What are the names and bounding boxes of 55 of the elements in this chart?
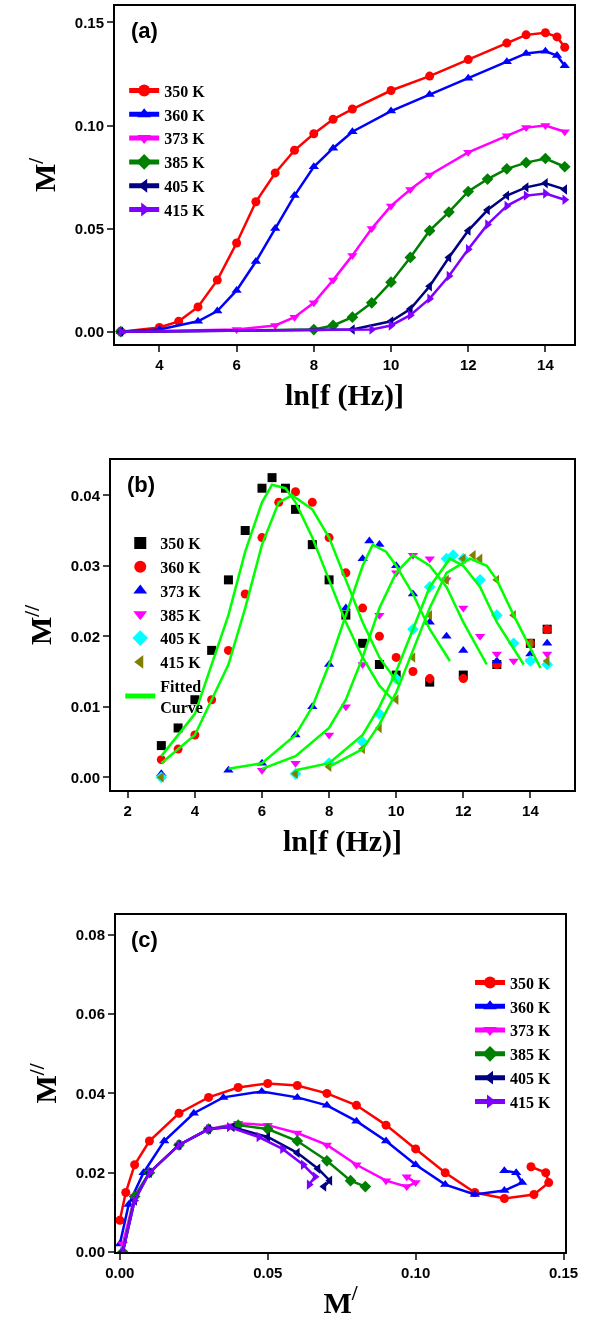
legend-label: 415 K	[510, 1093, 552, 1111]
legend-label: 405 K	[160, 630, 202, 648]
legend-label: 373 K	[164, 130, 206, 148]
x-tick-label: 8	[309, 356, 318, 373]
annotation: (c)	[131, 927, 158, 952]
y-tick-label: 0.00	[74, 322, 104, 340]
y-tick-label: 0.00	[75, 1243, 105, 1261]
annotation: (a)	[131, 18, 158, 43]
x-tick-label: 4	[190, 802, 200, 819]
x-tick-label: 10	[382, 356, 400, 373]
y-tick-label: 0.02	[70, 627, 100, 645]
legend-label: 405 K	[510, 1069, 552, 1087]
y-tick-label: 0.04	[70, 486, 101, 504]
legend-label: 415 K	[164, 201, 206, 219]
x-axis-title: ln[f (Hz)]	[284, 378, 405, 412]
x-tick-label: 12	[454, 802, 472, 819]
legend-label: 373 K	[510, 1022, 552, 1040]
legend-label: 373 K	[160, 582, 202, 600]
y-tick-label: 0.15	[74, 13, 104, 31]
x-tick-label: 4	[155, 356, 165, 373]
y-tick-label: 0.05	[74, 219, 104, 237]
legend-label: 385 K	[510, 1046, 552, 1064]
x-tick-label: 0.00	[105, 1264, 135, 1281]
x-tick-label: 12	[459, 356, 477, 373]
x-tick-label: 6	[232, 356, 241, 373]
legend-label: 360 K	[510, 998, 552, 1016]
y-tick-label: 0.06	[75, 1005, 105, 1023]
y-tick-label: 0.02	[75, 1163, 105, 1181]
legend-label: 360 K	[164, 106, 206, 124]
y-tick-label: 0.01	[70, 698, 100, 716]
x-tick-label: 2	[123, 802, 132, 819]
y-tick-label: 0.03	[70, 557, 100, 575]
legend-label: 405 K	[164, 177, 206, 195]
legend-label: 350 K	[510, 974, 552, 992]
legend-label: 385 K	[164, 154, 206, 172]
y-tick-label: 0.04	[75, 1084, 106, 1102]
x-axis-title: ln[f (Hz)]	[282, 824, 403, 858]
x-tick-label: 14	[537, 356, 555, 373]
x-tick-label: 14	[522, 802, 540, 819]
x-tick-label: 10	[387, 802, 405, 819]
x-axis-title: M$^{/}$	[323, 1281, 359, 1319]
x-tick-label: 6	[257, 802, 267, 819]
y-tick-label: 0.08	[75, 926, 105, 944]
legend-label: 415 K	[160, 654, 202, 672]
x-tick-label: 0.10	[401, 1264, 431, 1281]
legend-label: 360 K	[160, 558, 202, 576]
y-tick-label: 0.00	[70, 768, 100, 786]
x-tick-label: 8	[324, 802, 334, 819]
legend-label: 350 K	[164, 82, 206, 100]
x-tick-label: 0.15	[548, 1264, 579, 1281]
y-tick-label: 0.10	[74, 116, 104, 134]
legend-label: 350 K	[160, 535, 202, 553]
x-tick-label: 0.05	[253, 1264, 283, 1281]
annotation: (b)	[127, 472, 156, 497]
legend-label: 385 K	[160, 606, 202, 624]
